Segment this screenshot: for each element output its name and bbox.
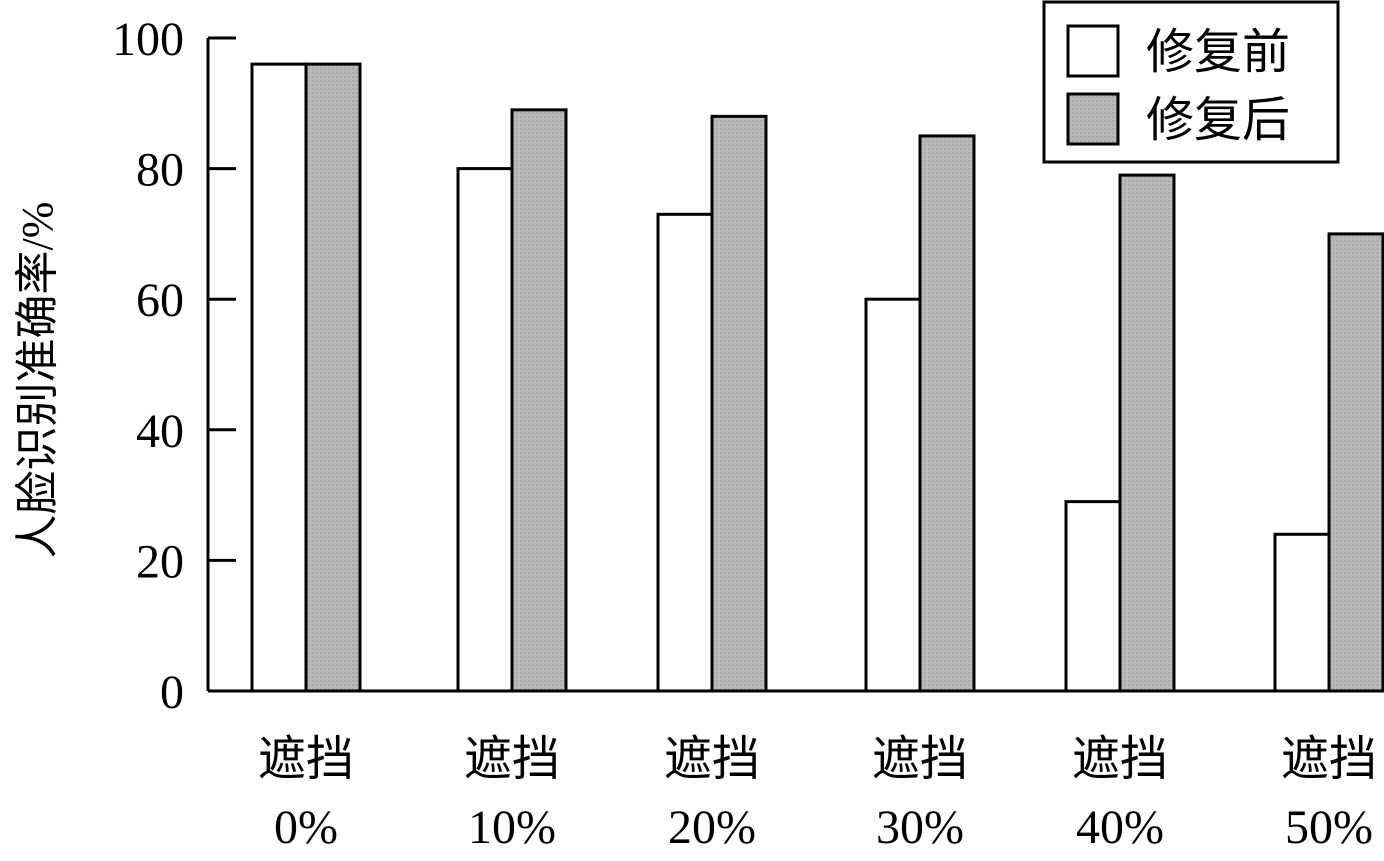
bar-before-repair bbox=[1273, 532, 1331, 693]
y-axis: 0 20 40 60 80 100 bbox=[112, 13, 236, 719]
x-tick-label: 遮挡 20% bbox=[664, 733, 760, 854]
bar-after-repair bbox=[510, 108, 568, 693]
x-tick-label: 遮挡 10% bbox=[464, 733, 560, 854]
y-tick-label: 40 bbox=[136, 405, 184, 458]
y-tick-label: 100 bbox=[112, 13, 184, 66]
y-tick-label: 20 bbox=[136, 535, 184, 588]
x-tick-label: 遮挡 40% bbox=[1072, 733, 1168, 854]
legend-label-before: 修复前 bbox=[1146, 26, 1290, 79]
x-tick-label: 遮挡 50% bbox=[1281, 733, 1377, 854]
y-tick-label: 0 bbox=[160, 666, 184, 719]
bar-before-repair bbox=[864, 297, 922, 693]
y-tick-label: 80 bbox=[136, 144, 184, 197]
legend-label-after: 修复后 bbox=[1146, 94, 1290, 147]
bar-after-repair bbox=[304, 62, 362, 693]
x-tick-label: 遮挡 0% bbox=[258, 733, 354, 854]
bar-after-repair bbox=[710, 114, 768, 693]
bar-after-repair bbox=[1327, 232, 1384, 693]
y-axis-title: 人脸识别准确率/% bbox=[13, 202, 62, 559]
bar-after-repair bbox=[1118, 173, 1176, 693]
plot-area bbox=[250, 62, 1384, 693]
bar-after-repair bbox=[918, 134, 976, 693]
x-axis: 遮挡 0% 遮挡 10% 遮挡 20% 遮挡 30% 遮挡 40% 遮挡 50% bbox=[208, 689, 1384, 854]
y-tick-label: 60 bbox=[136, 274, 184, 327]
bar-before-repair bbox=[1064, 500, 1122, 693]
legend-swatch-before bbox=[1066, 24, 1120, 78]
x-tick-label: 遮挡 30% bbox=[872, 733, 968, 854]
bar-before-repair bbox=[250, 62, 308, 693]
legend-swatch-after bbox=[1066, 92, 1120, 146]
bar-before-repair bbox=[656, 212, 714, 693]
bar-before-repair bbox=[456, 167, 514, 693]
